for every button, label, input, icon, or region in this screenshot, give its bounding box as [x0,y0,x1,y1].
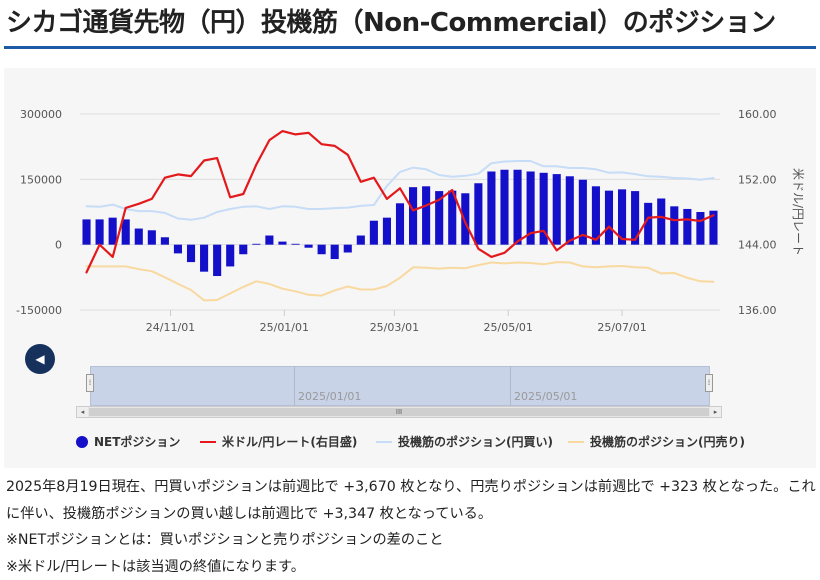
net-position-bar[interactable] [265,236,273,245]
navigator[interactable]: 2025/01/01 2025/05/01 ⁞ ⁞ ◂ III ▸ [76,366,722,418]
x-tick-label: 25/01/01 [260,321,309,334]
net-position-bar[interactable] [422,186,430,244]
y-left-tick-label: 300000 [20,108,62,121]
y-right-axis-label: 米ドル/円レート [791,168,805,256]
y-right-tick-label: 136.00 [738,304,777,317]
description-line: 2025年8月19日現在、円買いポジションは前週比で +3,670 枚となり、円… [6,474,816,527]
net-position-bar[interactable] [213,245,221,276]
net-position-bar[interactable] [318,245,326,255]
legend-long-label: 投機筋のポジション(円買い) [398,433,553,450]
description-note: ※NETポジションとは：買いポジションと売りポジションの差のこと [6,527,816,554]
legend-item-rate[interactable]: 米ドル/円レート(右目盛) [200,433,357,450]
short-position-line[interactable] [87,262,714,300]
navigator-label: 2025/01/01 [298,390,361,403]
legend-long-marker [376,441,392,443]
net-position-bar[interactable] [683,209,691,245]
net-position-bar[interactable] [82,219,90,244]
net-position-bar[interactable] [291,244,299,245]
chart-plot[interactable]: 300000 150000 0 -150000 160.00 152.00 144.00 13… [4,68,816,368]
legend-short-label: 投機筋のポジション(円売り) [590,433,745,450]
net-position-bar[interactable] [657,198,665,244]
legend-item-net[interactable]: NETポジション [76,433,180,450]
y-right-tick-label: 152.00 [738,173,777,186]
navigator-left-handle[interactable]: ⁞ [86,374,94,392]
net-position-bar[interactable] [109,218,117,245]
net-position-bar[interactable] [135,229,143,245]
scroll-thumb[interactable]: III [89,408,709,416]
legend-short-marker [568,441,584,443]
navigator-divider [510,366,511,406]
net-position-bar[interactable] [474,183,482,244]
net-position-bar[interactable] [239,245,247,255]
navigator-right-handle[interactable]: ⁞ [705,374,713,392]
scroll-right-icon[interactable]: ▸ [710,407,721,417]
navigator-range[interactable] [90,366,710,406]
net-position-bar[interactable] [200,245,208,272]
net-position-bar[interactable] [409,187,417,244]
x-tick-label: 25/03/01 [370,321,419,334]
description: 2025年8月19日現在、円買いポジションは前週比で +3,670 枚となり、円… [6,474,816,580]
title-underline [4,46,816,49]
net-position-bar[interactable] [331,245,339,259]
y-left-tick-label: -150000 [16,304,62,317]
description-note: ※米ドル/円レートは該当週の終値になります。 [6,554,816,580]
net-position-bar[interactable] [161,237,169,244]
net-position-bar[interactable] [370,221,378,245]
navigator-label: 2025/05/01 [514,390,577,403]
net-position-bar[interactable] [553,174,561,245]
y-left-tick-label: 0 [55,239,62,252]
net-position-bar[interactable] [566,176,574,244]
scrollbar[interactable]: ◂ III ▸ [76,406,722,418]
net-position-bar[interactable] [514,170,522,245]
y-right-tick-label: 160.00 [738,108,777,121]
net-position-bar[interactable] [396,203,404,244]
net-position-bar[interactable] [344,245,352,253]
x-tick-label: 25/05/01 [484,321,533,334]
net-position-bar[interactable] [605,191,613,245]
navigator-divider [294,366,295,406]
legend-rate-label: 米ドル/円レート(右目盛) [222,433,357,450]
net-position-bar[interactable] [500,170,508,245]
net-position-bar[interactable] [383,218,391,245]
net-position-bar[interactable] [696,212,704,245]
net-position-bar[interactable] [670,206,678,244]
net-position-bar[interactable] [226,245,234,267]
legend-net-label: NETポジション [94,433,180,450]
legend-rate-marker [200,441,216,443]
scroll-left-icon[interactable]: ◂ [77,407,88,417]
net-position-bar[interactable] [305,245,313,248]
net-position-bar[interactable] [461,193,469,244]
page-title: シカゴ通貨先物（円）投機筋（Non-Commercial）のポジション [6,2,776,39]
x-tick-label: 24/11/01 [146,321,195,334]
y-right-tick-label: 144.00 [738,239,777,252]
net-position-bar[interactable] [187,245,195,262]
net-position-bar[interactable] [487,171,495,244]
net-position-bar[interactable] [122,219,130,244]
net-position-bar[interactable] [148,230,156,244]
legend-item-long[interactable]: 投機筋のポジション(円買い) [376,433,553,450]
y-left-tick-label: 150000 [20,173,62,186]
net-position-bar[interactable] [278,242,286,245]
net-position-bar[interactable] [252,244,260,245]
net-position-bar[interactable] [357,236,365,245]
legend-item-short[interactable]: 投機筋のポジション(円売り) [568,433,745,450]
back-arrow-icon[interactable]: ◀ [25,344,55,374]
legend-net-marker [76,436,88,448]
net-position-bar[interactable] [96,219,104,244]
net-position-bar[interactable] [174,245,182,254]
x-tick-label: 25/07/01 [597,321,646,334]
